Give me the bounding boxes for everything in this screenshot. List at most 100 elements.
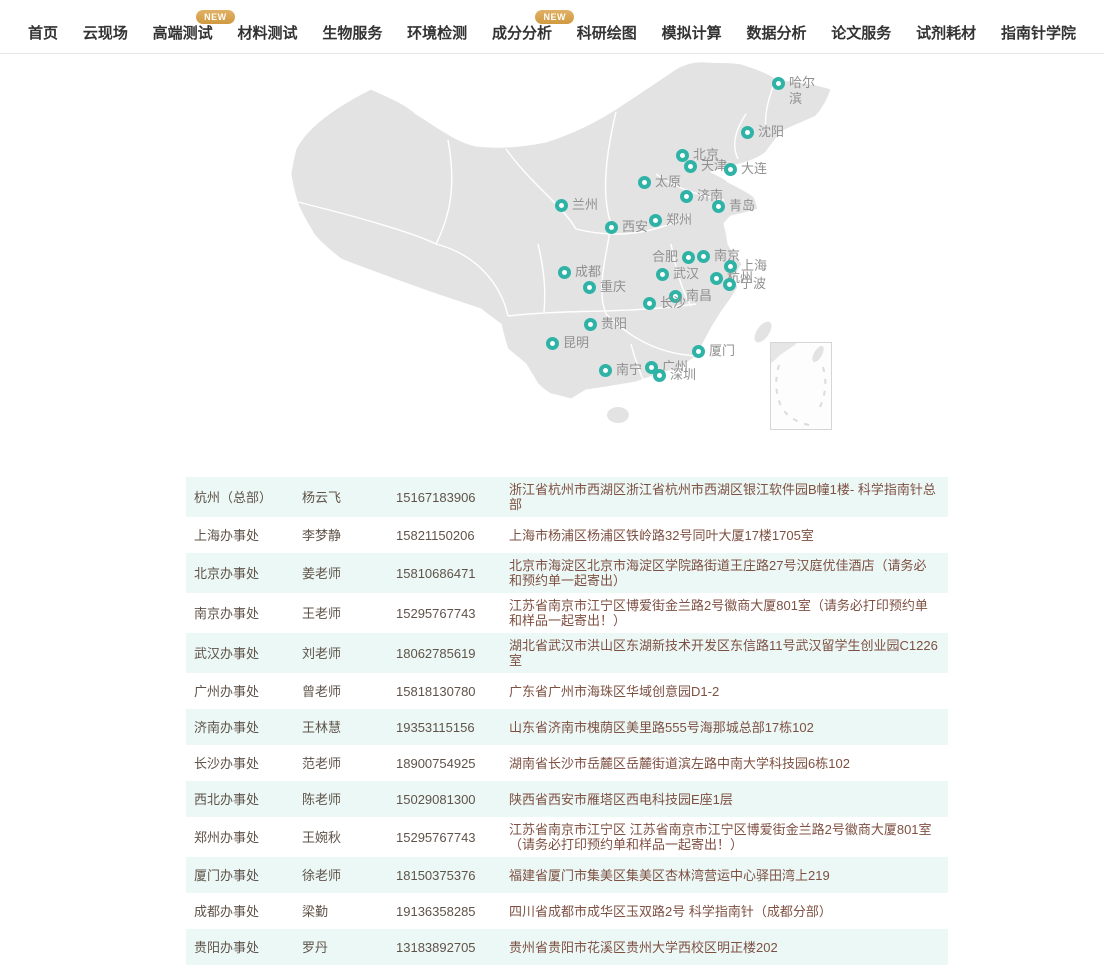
office-contact: 王老师 (302, 605, 342, 621)
nav-item-label: 成分分析 (491, 25, 552, 42)
city-label: 天津 (701, 158, 728, 173)
nav-item-3[interactable]: 材料测试 (237, 25, 297, 42)
city-label: 昆明 (563, 335, 590, 350)
city-marker-icon[interactable] (772, 77, 785, 90)
city-marker-icon[interactable] (710, 272, 723, 285)
city-marker-icon[interactable] (653, 369, 666, 382)
city-marker-icon[interactable] (643, 297, 656, 310)
nav-item-2[interactable]: 高端测试 NEW (153, 10, 235, 42)
city-marker-天津: 天津 (684, 158, 727, 173)
office-name: 长沙办事处 (194, 755, 260, 771)
taiwan-island (754, 321, 772, 343)
office-phone: 18900754925 (396, 755, 476, 771)
city-marker-郑州: 郑州 (649, 212, 692, 227)
city-marker-icon[interactable] (684, 160, 697, 173)
city-marker-icon[interactable] (723, 278, 736, 291)
city-marker-重庆: 重庆 (583, 279, 626, 294)
office-name: 济南办事处 (194, 719, 260, 735)
office-phone: 15167183906 (396, 489, 476, 505)
city-marker-icon[interactable] (649, 214, 662, 227)
city-marker-宁波: 宁波 (723, 276, 766, 291)
city-marker-北京: 北京 (676, 147, 719, 162)
city-marker-icon[interactable] (583, 281, 596, 294)
city-marker-icon[interactable] (680, 190, 693, 203)
office-contact: 罗丹 (302, 939, 329, 955)
city-marker-icon[interactable] (599, 364, 612, 377)
city-marker-icon[interactable] (656, 268, 669, 281)
office-address: 四川省成都市成华区玉双路2号 科学指南针（成都分部） (509, 903, 832, 919)
city-marker-icon[interactable] (692, 345, 705, 358)
office-row: 武汉办事处 刘老师 18062785619 湖北省武汉市洪山区东湖新技术开发区东… (186, 633, 948, 673)
nav-item-label: 云现场 (82, 25, 128, 42)
office-row: 长沙办事处 范老师 18900754925 湖南省长沙市岳麓区岳麓街道滨左路中南… (186, 745, 948, 781)
city-marker-icon[interactable] (724, 163, 737, 176)
office-row: 郑州办事处 王婉秋 15295767743 江苏省南京市江宁区 江苏省南京市江宁… (186, 817, 948, 857)
office-contact: 范老师 (302, 755, 342, 771)
office-address: 湖北省武汉市洪山区东湖新技术开发区东信路11号武汉留学生创业园C1226室 (509, 638, 938, 668)
office-phone: 15821150206 (396, 527, 475, 543)
city-marker-icon[interactable] (555, 199, 568, 212)
nav-item-5[interactable]: 环境检测 (407, 25, 467, 42)
office-name: 北京办事处 (194, 565, 260, 581)
city-marker-太原: 太原 (638, 174, 681, 189)
office-row: 厦门办事处 徐老师 18150375376 福建省厦门市集美区集美区杏林湾营运中… (186, 857, 948, 893)
city-label: 厦门 (709, 343, 736, 358)
city-marker-icon[interactable] (605, 221, 618, 234)
office-address: 山东省济南市槐荫区美里路555号海那城总部17栋102 (509, 719, 814, 735)
office-contact: 王婉秋 (302, 829, 342, 845)
city-label: 合肥 (651, 249, 678, 264)
nav-item-label: 材料测试 (237, 25, 298, 42)
city-marker-icon[interactable] (682, 251, 695, 264)
city-marker-icon[interactable] (741, 126, 754, 139)
nav-item-label: 试剂耗材 (916, 25, 977, 42)
city-marker-icon[interactable] (676, 149, 689, 162)
china-map (290, 61, 832, 423)
city-label: 深圳 (670, 367, 697, 382)
china-map-section: 哈尔滨 沈阳 北京 天津 大连 太原 济南 青岛 兰州 郑州 西安 (0, 54, 1104, 466)
city-marker-大连: 大连 (724, 161, 767, 176)
nav-item-label: 论文服务 (831, 25, 892, 42)
nav-item-0[interactable]: 首页 (28, 25, 58, 42)
city-marker-icon[interactable] (558, 266, 571, 279)
nav-item-label: 生物服务 (322, 25, 383, 42)
office-name: 成都办事处 (194, 903, 260, 919)
nav-item-9[interactable]: 数据分析 (746, 25, 806, 42)
city-marker-成都: 成都 (558, 264, 601, 279)
office-phone: 18150375376 (396, 867, 476, 883)
nav-item-10[interactable]: 论文服务 (831, 25, 891, 42)
office-phone: 15295767743 (396, 829, 476, 845)
office-name: 西北办事处 (194, 791, 260, 807)
city-label: 长沙 (660, 295, 687, 310)
city-marker-哈尔滨: 哈尔滨 (772, 75, 815, 106)
city-marker-贵阳: 贵阳 (584, 316, 627, 331)
city-marker-icon[interactable] (584, 318, 597, 331)
office-row: 济南办事处 王林慧 19353115156 山东省济南市槐荫区美里路555号海那… (186, 709, 948, 745)
nav-item-1[interactable]: 云现场 (83, 25, 128, 42)
nav-item-4[interactable]: 生物服务 (322, 25, 382, 42)
city-marker-南京: 南京 (697, 248, 740, 263)
office-name: 武汉办事处 (194, 645, 260, 661)
china-silhouette (290, 61, 832, 400)
nav-item-7[interactable]: 科研绘图 (577, 25, 637, 42)
nav-item-8[interactable]: 模拟计算 (662, 25, 722, 42)
city-label: 成都 (575, 264, 602, 279)
city-label: 上海 (741, 258, 768, 273)
office-row: 北京办事处 姜老师 15810686471 北京市海淀区北京市海淀区学院路街道王… (186, 553, 948, 593)
office-name: 广州办事处 (194, 683, 260, 699)
nav-item-6[interactable]: 成分分析 NEW (491, 10, 574, 42)
office-name: 上海办事处 (194, 527, 260, 543)
office-contact: 陈老师 (302, 791, 342, 807)
nav-item-11[interactable]: 试剂耗材 (916, 25, 976, 42)
nav-item-label: 科研绘图 (576, 25, 637, 42)
office-contact: 杨云飞 (302, 489, 342, 505)
city-marker-icon[interactable] (712, 200, 725, 213)
city-marker-icon[interactable] (638, 176, 651, 189)
city-marker-icon[interactable] (546, 337, 559, 350)
city-marker-icon[interactable] (724, 260, 737, 273)
city-marker-icon[interactable] (697, 250, 710, 263)
nav-item-12[interactable]: 指南针学院 (1001, 25, 1076, 42)
inset-map (771, 343, 827, 426)
office-address: 陕西省西安市雁塔区西电科技园E座1层 (509, 791, 733, 807)
city-marker-icon[interactable] (669, 290, 682, 303)
